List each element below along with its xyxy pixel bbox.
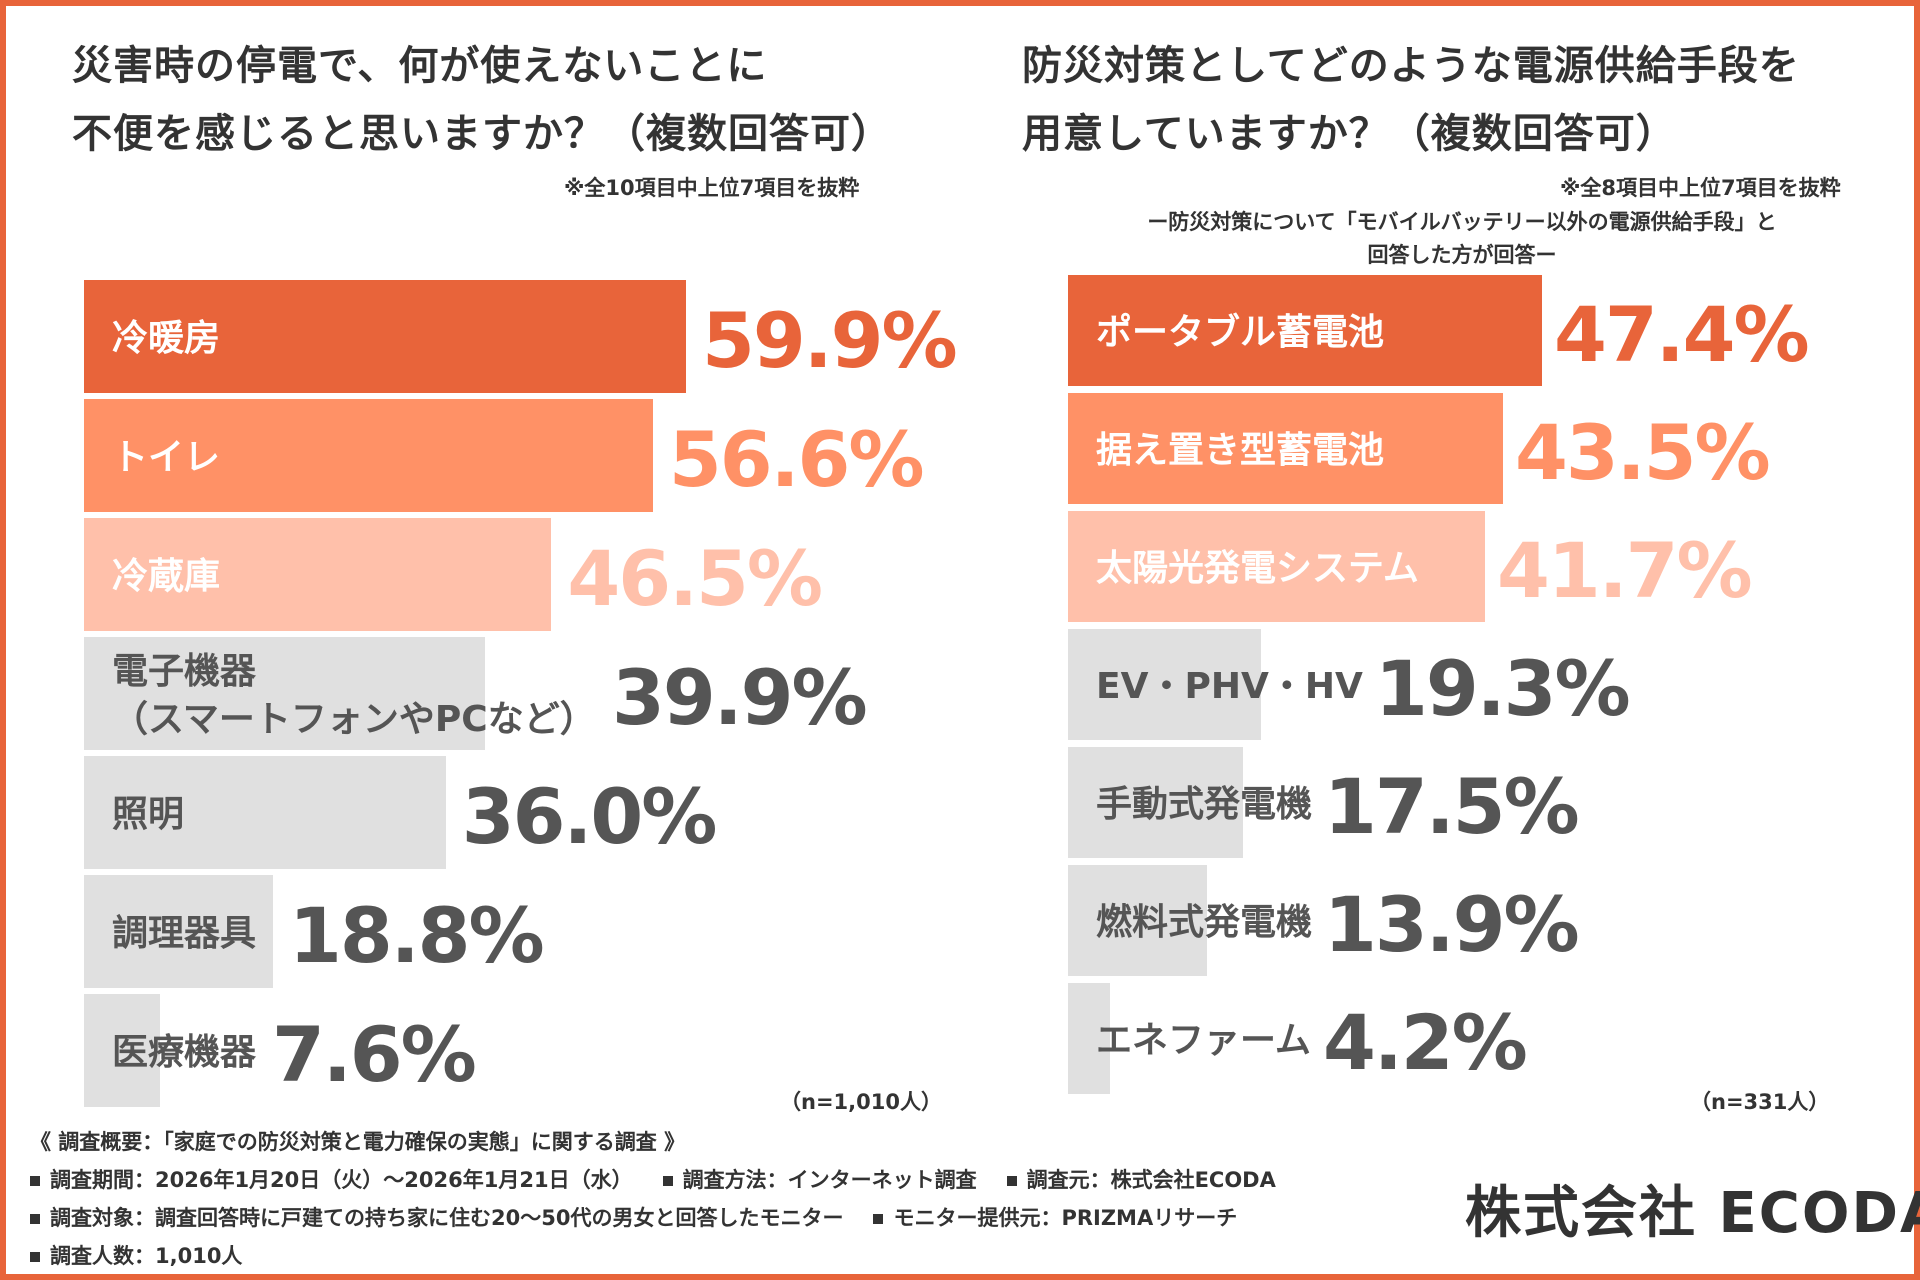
bar-label-line: 燃料式発電機: [1096, 901, 1313, 943]
right-title-line2: 用意していますか？（複数回答可）: [1022, 111, 1677, 157]
bar-label-line: 冷蔵庫: [112, 555, 221, 597]
bar-label-line: 冷暖房: [112, 317, 221, 359]
bar-value-label: 36.0%: [461, 771, 718, 861]
right-sub-note: ー防災対策について「モバイルバッテリー以外の電源供給手段」と 回答した方が回答ー: [1062, 206, 1862, 272]
bar-label: ポータブル蓄電池: [1096, 311, 1384, 355]
bar-label-line: 据え置き型蓄電池: [1096, 429, 1385, 471]
bar-label-line: 調理器具: [112, 912, 257, 954]
bar: [1068, 275, 1542, 386]
survey-overview: 《 調査概要：「家庭での防災対策と電力確保の実態」に関する調査 》: [30, 1130, 686, 1154]
bar: [84, 875, 273, 988]
survey-count: 調査人数：1,010人: [50, 1244, 243, 1268]
bar: [1068, 983, 1110, 1094]
bullet-square: [873, 1214, 884, 1224]
bar-value-label: 19.3%: [1375, 643, 1631, 733]
bar-value-label: 43.5%: [1515, 407, 1771, 497]
bar: [84, 994, 161, 1107]
bar: [1068, 511, 1485, 622]
survey-line-2: 調査期間：2026年1月20日（火）～2026年1月21日（水） 調査方法：インタ…: [30, 1164, 1276, 1194]
survey-method: 調査方法：インターネット調査: [682, 1168, 977, 1192]
bar: [1068, 865, 1207, 976]
left-title-line1: 災害時の停電で、何が使えないことに: [72, 43, 768, 89]
left-chart-title: 災害時の停電で、何が使えないことに 不便を感じると思いますか？（複数回答可）: [72, 32, 972, 168]
right-title-line1: 防災対策としてどのような電源供給手段を: [1022, 43, 1800, 89]
bar-label-line: （スマートフォンやPCなど）: [112, 698, 596, 740]
survey-line-4: 調査人数：1,010人: [30, 1240, 242, 1270]
bar-label: 医療機器: [112, 1031, 256, 1075]
bar-value-label: 41.7%: [1497, 525, 1753, 615]
bar-label: 手動式発電機: [1096, 783, 1312, 827]
bar: [1068, 747, 1243, 858]
bar-label: EV・PHV・HV: [1096, 665, 1363, 709]
right-chart-title: 防災対策としてどのような電源供給手段を 用意していますか？（複数回答可）: [1022, 32, 1902, 168]
bar: [84, 399, 653, 512]
bar: [84, 280, 686, 393]
survey-source: 調査元：株式会社ECODA: [1026, 1168, 1276, 1192]
bar-label: 照明: [112, 793, 184, 837]
bar-value-label: 46.5%: [567, 533, 823, 623]
bar-label: 燃料式発電機: [1096, 901, 1312, 945]
right-sub-note-line1: ー防災対策について「モバイルバッテリー以外の電源供給手段」と: [1147, 210, 1777, 234]
bullet-square: [30, 1176, 40, 1186]
bar: [1068, 629, 1261, 740]
bar-label-line: 手動式発電機: [1096, 783, 1313, 825]
bar-label: 冷暖房: [112, 317, 220, 361]
bar-value-label: 7.6%: [272, 1009, 477, 1099]
bar: [1068, 393, 1503, 504]
bar-label-line: EV・PHV・HV: [1096, 665, 1363, 707]
bar: [84, 756, 446, 869]
right-note: ※全8項目中上位7項目を抜粋: [1560, 176, 1841, 200]
bullet-square: [1006, 1176, 1017, 1186]
bar-label: トイレ: [112, 436, 220, 480]
bar-value-label: 13.9%: [1324, 879, 1580, 969]
bar-label-line: エネファーム: [1096, 1019, 1311, 1061]
bar-label: 電子機器 （スマートフォンやPCなど）: [112, 648, 596, 744]
bar-label-line: 医療機器: [112, 1031, 257, 1073]
company-logo: 株式会社 ECODA: [1465, 1181, 1920, 1246]
bar-label: エネファーム: [1096, 1019, 1311, 1063]
bullet-square: [30, 1252, 40, 1262]
bar-value-label: 4.2%: [1323, 997, 1528, 1087]
bar: [84, 637, 485, 750]
bar-label: 調理器具: [112, 912, 256, 956]
bar-label-line: ポータブル蓄電池: [1096, 311, 1385, 353]
bar-label-line: 照明: [112, 793, 185, 835]
bar-label: 冷蔵庫: [112, 555, 220, 599]
right-sub-note-line2: 回答した方が回答ー: [1367, 243, 1557, 267]
bullet-square: [30, 1214, 40, 1224]
bullet-square: [662, 1176, 673, 1186]
left-sample-size: （n=1,010人）: [780, 1090, 942, 1114]
bar-value-label: 59.9%: [701, 295, 958, 385]
left-note: ※全10項目中上位7項目を抜粋: [564, 176, 860, 200]
bar-label: 太陽光発電システム: [1096, 547, 1419, 591]
bar: [84, 518, 552, 631]
bar-label-line: 電子機器: [112, 650, 257, 692]
bar-value-label: 47.4%: [1554, 289, 1810, 379]
bar-label: 据え置き型蓄電池: [1096, 429, 1384, 473]
bar-label-line: トイレ: [112, 436, 221, 478]
bar-value-label: 39.9%: [612, 652, 868, 742]
left-title-line2: 不便を感じると思いますか？（複数回答可）: [72, 111, 892, 157]
bar-value-label: 56.6%: [668, 414, 925, 504]
survey-target: 調査対象：調査回答時に戸建ての持ち家に住む20～50代の男女と回答したモニター: [50, 1206, 844, 1230]
survey-provider: モニター提供元：PRIZMAリサーチ: [893, 1206, 1238, 1230]
survey-period: 調査期間：2026年1月20日（火）～2026年1月21日（水）: [50, 1168, 633, 1192]
right-sample-size: （n=331人）: [1690, 1090, 1830, 1114]
bar-value-label: 17.5%: [1324, 761, 1580, 851]
bar-value-label: 18.8%: [288, 890, 545, 980]
survey-line-3: 調査対象：調査回答時に戸建ての持ち家に住む20～50代の男女と回答したモニター モ…: [30, 1202, 1237, 1232]
bar-label-line: 太陽光発電システム: [1096, 547, 1419, 589]
